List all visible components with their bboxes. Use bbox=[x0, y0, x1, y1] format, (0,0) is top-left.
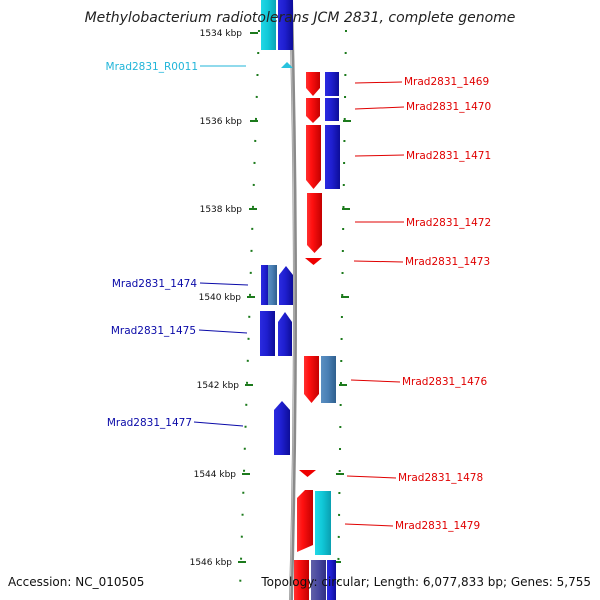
scale-label-1538: 1538 kbp bbox=[200, 205, 243, 215]
protein-1476[interactable] bbox=[321, 356, 336, 403]
cds-1472[interactable] bbox=[307, 193, 322, 253]
gene-label-1478[interactable]: Mrad2831_1478 bbox=[398, 472, 483, 484]
cds-1475-a[interactable] bbox=[260, 311, 275, 356]
scale-label-1540: 1540 kbp bbox=[199, 293, 242, 303]
cds-1471-reverse-part[interactable] bbox=[325, 125, 340, 189]
gene-label-1469[interactable]: Mrad2831_1469 bbox=[404, 76, 489, 88]
rna-feature-r0011[interactable] bbox=[281, 62, 293, 68]
gene-label-1470[interactable]: Mrad2831_1470 bbox=[406, 101, 491, 113]
cds-1470-reverse-part[interactable] bbox=[325, 98, 339, 121]
map-title: Methylobacterium radiotolerans JCM 2831,… bbox=[84, 10, 516, 26]
gene-label-1475[interactable]: Mrad2831_1475 bbox=[111, 325, 196, 337]
cds-1473[interactable] bbox=[305, 258, 322, 265]
cds-1477[interactable] bbox=[274, 401, 290, 455]
genome-summary-text: Topology: circular; Length: 6,077,833 bp… bbox=[261, 575, 591, 589]
rna-feature-top[interactable] bbox=[261, 0, 277, 50]
cds-1475-b[interactable] bbox=[278, 312, 292, 356]
scale-label-1546: 1546 kbp bbox=[190, 558, 233, 568]
gene-label-1479[interactable]: Mrad2831_1479 bbox=[395, 520, 480, 532]
gene-label-1477[interactable]: Mrad2831_1477 bbox=[107, 417, 192, 429]
cds-1474-b[interactable] bbox=[279, 266, 293, 305]
reverse-cds-top[interactable] bbox=[278, 0, 293, 50]
gene-label-1472[interactable]: Mrad2831_1472 bbox=[406, 217, 491, 229]
cds-1469[interactable] bbox=[306, 72, 320, 96]
accession-text: Accession: NC_010505 bbox=[8, 575, 145, 589]
scale-tick-marks bbox=[238, 32, 351, 563]
scale-label-1536: 1536 kbp bbox=[200, 117, 243, 127]
rna-label-r0011[interactable]: Mrad2831_R0011 bbox=[106, 61, 198, 73]
cds-1479[interactable] bbox=[297, 490, 313, 552]
left-tick-ring bbox=[239, 29, 260, 591]
cds-1471[interactable] bbox=[306, 125, 321, 189]
genome-backbone bbox=[289, 0, 297, 600]
rna-feature-1479[interactable] bbox=[315, 491, 331, 555]
scale-label-1542: 1542 kbp bbox=[197, 381, 240, 391]
gene-label-1473[interactable]: Mrad2831_1473 bbox=[405, 256, 490, 268]
cds-bottom-blue[interactable] bbox=[327, 560, 336, 600]
cds-bottom-navy[interactable] bbox=[311, 560, 326, 600]
cds-bottom-red[interactable] bbox=[294, 560, 309, 600]
cds-1470[interactable] bbox=[306, 98, 320, 123]
gene-label-1476[interactable]: Mrad2831_1476 bbox=[402, 376, 487, 388]
gene-label-1471[interactable]: Mrad2831_1471 bbox=[406, 150, 491, 162]
scale-label-1544: 1544 kbp bbox=[194, 470, 237, 480]
scale-label-1534: 1534 kbp bbox=[200, 29, 243, 39]
leader-lines bbox=[193, 65, 405, 527]
gene-label-1474[interactable]: Mrad2831_1474 bbox=[112, 278, 197, 290]
right-tick-ring bbox=[337, 29, 347, 591]
cds-1474-a[interactable] bbox=[261, 265, 270, 305]
cds-1469-reverse-part[interactable] bbox=[325, 72, 339, 96]
cds-1476[interactable] bbox=[304, 356, 319, 403]
cds-1478[interactable] bbox=[299, 470, 316, 477]
